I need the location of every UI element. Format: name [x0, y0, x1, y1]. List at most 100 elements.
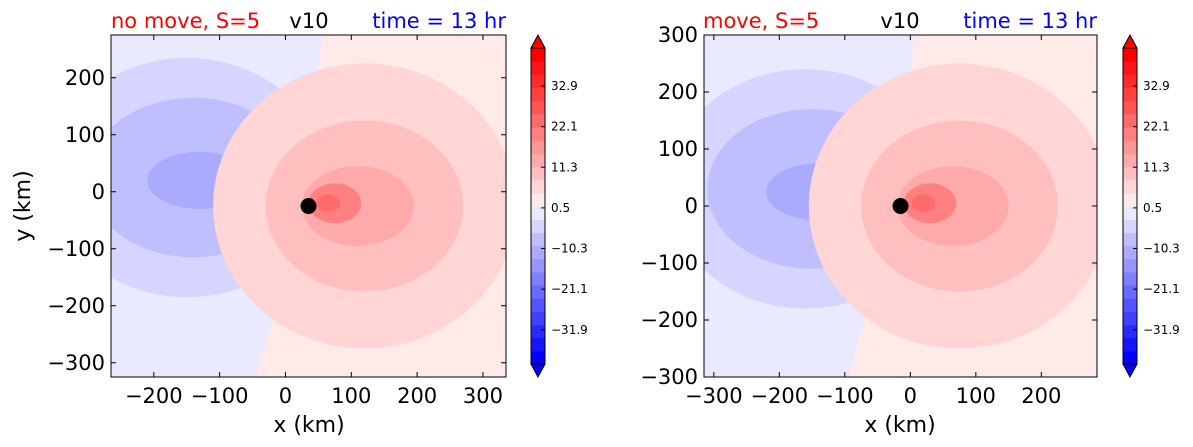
colorbar-segment: [531, 219, 545, 233]
colorbar-segment: [531, 206, 545, 220]
colorbar-tick-label: −31.9: [1143, 323, 1180, 337]
x-tick-label: 0: [904, 384, 917, 408]
title-center: v10: [880, 9, 919, 33]
title-right: time = 13 hr: [963, 9, 1097, 33]
y-tick-label: −200: [47, 294, 105, 318]
colorbar-segment: [1123, 219, 1137, 233]
contour-field: [704, 35, 1097, 377]
colorbar-segment: [531, 271, 545, 286]
colorbar-segment: [1123, 206, 1137, 220]
colorbar-segment: [531, 311, 545, 326]
x-tick-label: 100: [331, 384, 371, 408]
y-tick-label: −300: [47, 351, 105, 375]
colorbar-segment: [531, 285, 545, 299]
colorbar-extend-high: [530, 33, 546, 49]
colorbar-tick-label: 22.1: [1143, 120, 1170, 134]
x-axis-label: x (km): [864, 413, 935, 438]
y-tick-label: −300: [640, 365, 698, 389]
y-tick-label: 0: [685, 194, 698, 218]
y-tick-label: 200: [658, 80, 698, 104]
colorbar-extend-high: [1122, 33, 1138, 49]
y-tick-label: 200: [65, 66, 105, 90]
colorbar-tick-label: 11.3: [1143, 160, 1170, 174]
colorbar-segment: [531, 74, 545, 89]
x-tick-label: 100: [956, 384, 996, 408]
positive-lobe-level-4: [911, 194, 936, 212]
y-tick-label: −200: [640, 308, 698, 332]
x-tick-label: −100: [816, 384, 874, 408]
colorbar-segment: [531, 179, 545, 194]
center-marker: [892, 198, 909, 214]
colorbar-segment: [1123, 324, 1137, 339]
x-tick-label: −100: [191, 384, 249, 408]
left-panel: no move, S=5 v10 time = 13 hr −200 −100 0 1…: [11, 9, 507, 438]
y-tick-label: −100: [47, 237, 105, 261]
colorbar-frame: [530, 47, 546, 365]
x-tick-label: 300: [463, 384, 503, 408]
colorbar-tick-label: 0.5: [551, 201, 570, 215]
colorbar-segment: [531, 258, 545, 273]
colorbar-segment: [531, 87, 545, 102]
colorbar-segment: [531, 61, 545, 75]
colorbar-segment: [1123, 337, 1137, 352]
colorbar-tick-label: −31.9: [551, 323, 588, 337]
colorbar-segment: [1123, 61, 1137, 75]
x-tick-label: −200: [125, 384, 183, 408]
colorbar-segment: [531, 245, 545, 260]
colorbar-segment: [531, 298, 545, 312]
x-tick-label: 200: [1021, 384, 1061, 408]
colorbar-extend-low: [1122, 363, 1138, 379]
colorbar-segment: [1123, 153, 1137, 168]
colorbar-segment: [1123, 74, 1137, 89]
colorbar-segment: [531, 337, 545, 352]
axes-frame: [110, 34, 507, 378]
y-tick-label: −100: [640, 251, 698, 275]
y-tick-label: 300: [658, 23, 698, 47]
colorbar-segment: [1123, 127, 1137, 141]
x-tick-label: 200: [397, 384, 437, 408]
colorbar-segment: [1123, 166, 1137, 181]
colorbar-segment: [531, 350, 545, 365]
colorbar-extend-low: [530, 363, 546, 379]
title-left: no move, S=5: [111, 9, 260, 33]
y-tick-label: 0: [92, 180, 105, 204]
title-left: move, S=5: [703, 9, 819, 33]
y-tick-label: 100: [65, 123, 105, 147]
colorbar-tick-label: 22.1: [551, 120, 578, 134]
x-axis-label: x (km): [273, 413, 344, 438]
colorbar-segment: [531, 113, 545, 128]
colorbar-segment: [1123, 311, 1137, 326]
contour-plot: [703, 34, 1098, 378]
x-tick-label: −200: [750, 384, 808, 408]
colorbar-left: 32.9 22.1 11.3 0.5 −10.3 −21.1 −31.9: [530, 33, 588, 379]
title-right: time = 13 hr: [372, 9, 506, 33]
colorbar-segment: [531, 48, 545, 62]
contour-plot: [110, 34, 507, 378]
positive-lobe-level-4: [316, 194, 341, 212]
colorbar-tick-label: 32.9: [1143, 79, 1170, 93]
colorbar-segment: [1123, 87, 1137, 102]
colorbar-tick-label: 0.5: [1143, 201, 1162, 215]
colorbar-segment: [1123, 113, 1137, 128]
colorbar-segment: [531, 232, 545, 247]
contour-field: [111, 35, 506, 377]
colorbar-segment: [531, 140, 545, 154]
colorbar-tick-label: −21.1: [551, 282, 588, 296]
colorbar-segment: [531, 153, 545, 168]
x-axis-ticks: −200 −100 0 100 200 300: [125, 35, 503, 408]
y-axis-ticks: 300 200 100 0 −100 −200 −300: [640, 23, 1097, 389]
x-tick-label: −300: [685, 384, 743, 408]
colorbar-tick-label: −10.3: [1143, 242, 1180, 256]
y-axis-label: y (km): [11, 170, 36, 241]
colorbar-right: 32.9 22.1 11.3 0.5 −10.3 −21.1 −31.9: [1122, 33, 1180, 379]
y-axis-ticks: 200 100 0 −100 −200 −300: [47, 66, 506, 375]
colorbar-tick-label: −10.3: [551, 242, 588, 256]
colorbar-segment: [1123, 298, 1137, 312]
colorbar-segment: [531, 127, 545, 141]
colorbar-segment: [1123, 285, 1137, 299]
x-axis-ticks: −300 −200 −100 0 100 200: [685, 35, 1061, 408]
colorbar-segment: [1123, 258, 1137, 273]
colorbar-tick-label: 11.3: [551, 160, 578, 174]
right-panel: move, S=5 v10 time = 13 hr −300 −200 −100 0…: [640, 9, 1098, 438]
